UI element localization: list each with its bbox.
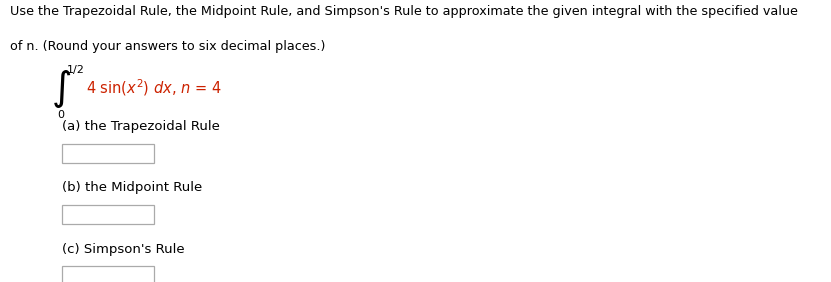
Text: Use the Trapezoidal Rule, the Midpoint Rule, and Simpson's Rule to approximate t: Use the Trapezoidal Rule, the Midpoint R… bbox=[9, 5, 798, 18]
Text: 4 sin($x^2$) $dx$, $n$ = 4: 4 sin($x^2$) $dx$, $n$ = 4 bbox=[86, 78, 222, 98]
Bar bbox=[62, 205, 154, 224]
Bar bbox=[62, 266, 154, 282]
Text: (c) Simpson's Rule: (c) Simpson's Rule bbox=[62, 243, 185, 255]
Bar bbox=[62, 144, 154, 163]
Text: (a) the Trapezoidal Rule: (a) the Trapezoidal Rule bbox=[62, 120, 220, 133]
Text: of n. (Round your answers to six decimal places.): of n. (Round your answers to six decimal… bbox=[9, 40, 325, 53]
Text: $\int$: $\int$ bbox=[52, 68, 71, 110]
Text: 1/2: 1/2 bbox=[67, 65, 85, 75]
Text: (b) the Midpoint Rule: (b) the Midpoint Rule bbox=[62, 181, 203, 194]
Text: 0: 0 bbox=[57, 110, 64, 120]
